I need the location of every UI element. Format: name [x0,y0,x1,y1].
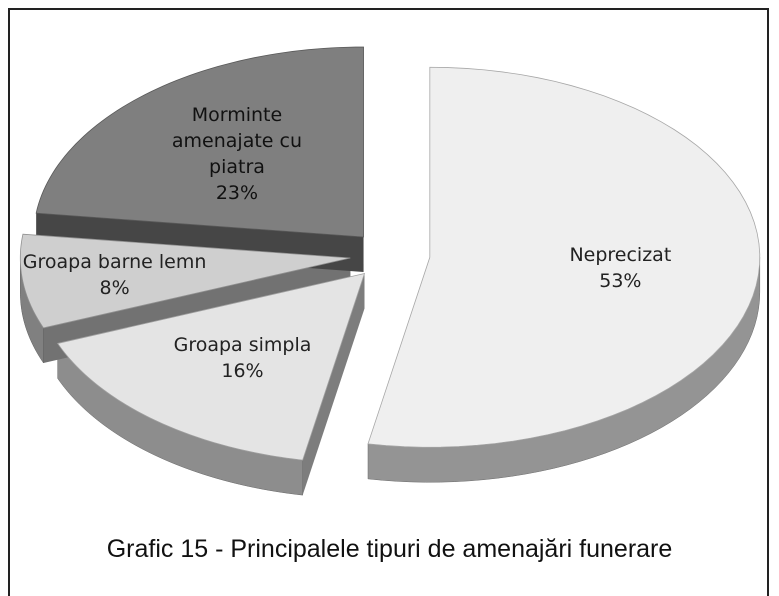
value-label: 16% [221,360,264,383]
category-label: Neprecizat [569,243,672,266]
value-label: 8% [99,277,130,300]
slice [367,66,761,448]
slice [19,233,351,329]
category-label: Groapa barne lemn [22,251,207,274]
caption: Grafic 15 - Principalele tipuri de amena… [106,535,673,563]
slice [57,272,366,461]
slice [35,46,364,238]
slice-label: Groapa simpla 16% [128,332,358,384]
frame [8,8,769,596]
slice-label: Morminte amenajate cu piatra 23% [149,102,324,206]
category-label: Morminte amenajate cu piatra [171,104,303,179]
category-label: Groapa simpla [173,334,312,357]
slice-cut-face [302,273,365,496]
slice-label: Groapa barne lemn 8% [0,249,230,301]
value-label: 53% [599,269,642,292]
slice-label: Neprecizat 53% [505,242,735,294]
value-label: 23% [215,182,259,205]
